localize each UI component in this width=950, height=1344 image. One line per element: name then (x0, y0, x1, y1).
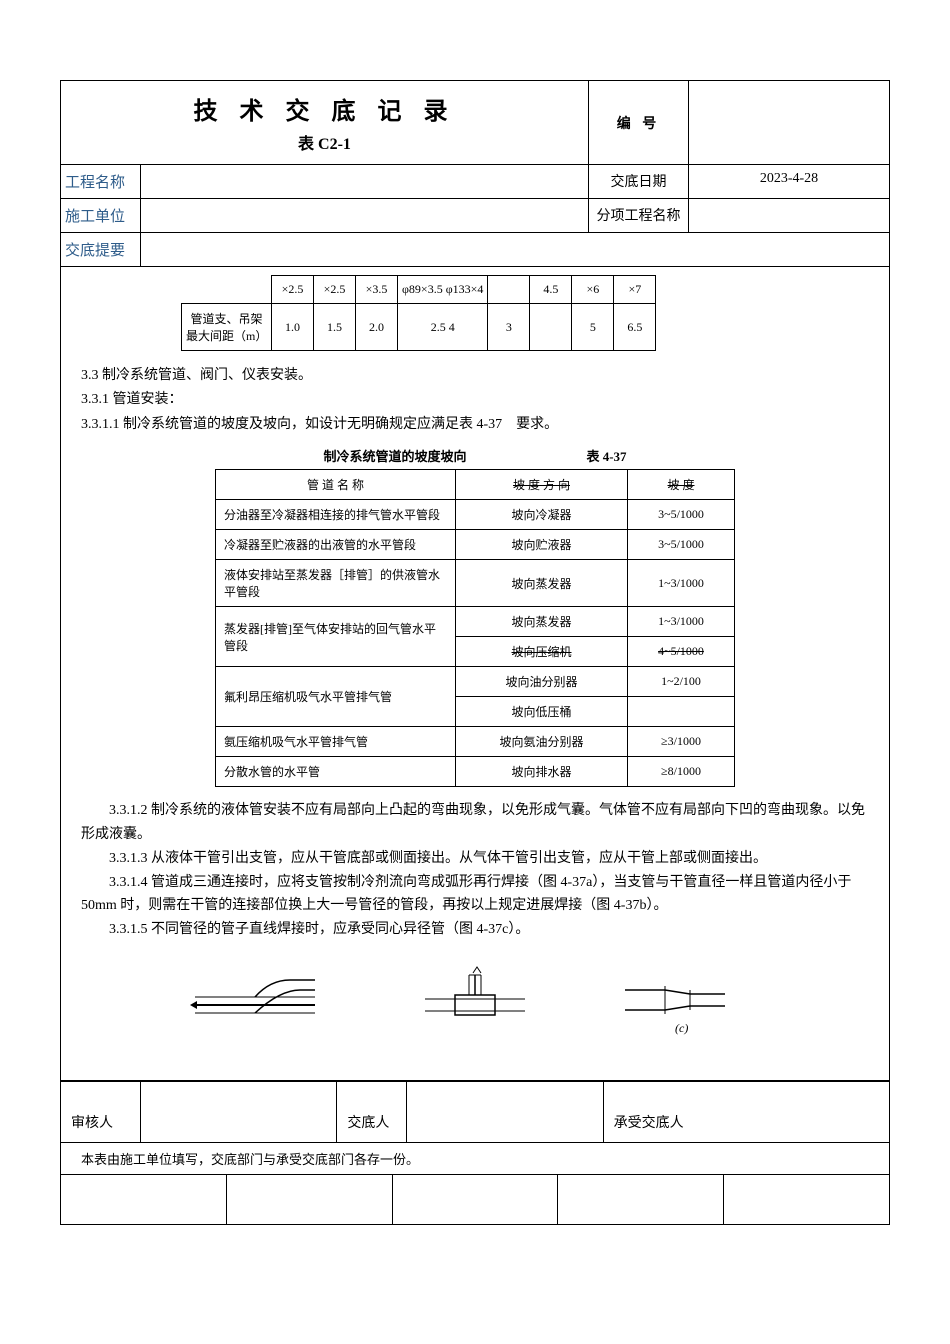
table-row: 管道支、吊架最大间距（m） 1.0 1.5 2.0 2.5 4 3 5 6.5 (182, 304, 656, 351)
construction-unit-value (141, 199, 589, 232)
table-cell: ×3.5 (356, 276, 398, 304)
table-cell: 1~2/100 (628, 667, 735, 697)
table-cell-text: 蒸发器[排管]至气体安排站的回气管水平管段 (224, 622, 436, 653)
table-cell: 1~3/1000 (628, 560, 735, 607)
table-cell: 2.0 (356, 304, 398, 351)
doc-subtitle: 表 C2-1 (71, 130, 578, 154)
table-cell: 坡向低压桶 (456, 697, 628, 727)
table-cell: 坡向蒸发器 (456, 560, 628, 607)
project-name-value (141, 165, 589, 198)
table-cell: ≥3/1000 (628, 727, 735, 757)
footer-note: 本表由施工单位填写，交底部门与承受交底部门各存一份。 (61, 1142, 889, 1174)
table-row: 管 道 名 称 坡 度 方 向 坡 度 (216, 470, 735, 500)
table-cell: 1~3/1000 (628, 607, 735, 637)
table-cell: ×6 (572, 276, 614, 304)
date-label: 交底日期 (589, 165, 689, 198)
empty-cell (558, 1175, 724, 1224)
table-cell (530, 304, 572, 351)
section-3-3: 3.3 制冷系统管道、阀门、仪表安装。 (81, 365, 869, 387)
subproject-label: 分项工程名称 (589, 199, 689, 232)
slope-table: 管 道 名 称 坡 度 方 向 坡 度 分油器至冷凝器相连接的排气管水平管段 坡… (215, 469, 735, 787)
table-cell: φ89×3.5 φ133×4 (398, 276, 488, 304)
table-cell: 3~5/1000 (628, 530, 735, 560)
table-cell: 5 (572, 304, 614, 351)
auditor-label: 审核人 (61, 1082, 141, 1142)
table-cell: 坡向冷凝器 (456, 500, 628, 530)
auditor-value (141, 1082, 337, 1142)
table-cell: 3~5/1000 (628, 500, 735, 530)
table-cell: 坡向排水器 (456, 757, 628, 787)
table-cell: 分油器至冷凝器相连接的排气管水平管段 (216, 500, 456, 530)
table-header: 坡 度 (628, 470, 735, 500)
empty-cell (724, 1175, 889, 1224)
table-cell: 1.5 (314, 304, 356, 351)
section-3-3-1-3: 3.3.1.3 从液体干管引出支管，应从干管底部或侧面接出。从气体干管引出支管，… (81, 847, 869, 871)
summary-value (141, 233, 889, 266)
table-row: 冷凝器至贮液器的出液管的水平管段 坡向贮液器 3~5/1000 (216, 530, 735, 560)
table-cell: 坡向贮液器 (456, 530, 628, 560)
section-3-3-1-5: 3.3.1.5 不同管径的管子直线焊接时，应承受同心异径管（图 4-37c）。 (81, 918, 869, 942)
slope-table-title: 制冷系统管道的坡度坡向 (323, 446, 466, 465)
table-cell: 坡向油分别器 (456, 667, 628, 697)
table-header: 坡 度 方 向 (456, 470, 628, 500)
table-cell: 坡向压缩机 (456, 637, 628, 667)
empty-cell (227, 1175, 393, 1224)
table-cell: 4~5/1000 (628, 637, 735, 667)
submitter-value (407, 1082, 603, 1142)
receiver-value (694, 1082, 889, 1142)
table-row: 氨压缩机吸气水平管排气管 坡向氨油分别器 ≥3/1000 (216, 727, 735, 757)
empty-cell (61, 1175, 227, 1224)
table-cell: ×7 (614, 276, 656, 304)
table-row: ×2.5 ×2.5 ×3.5 φ89×3.5 φ133×4 4.5 ×6 ×7 (182, 276, 656, 304)
table-cell: 液体安排站至蒸发器［排管］的供液管水平管段 (216, 560, 456, 607)
table-cell: 氨压缩机吸气水平管排气管 (216, 727, 456, 757)
table-cell (628, 697, 735, 727)
table-cell: 1.0 (272, 304, 314, 351)
table-cell: 坡向氨油分别器 (456, 727, 628, 757)
construction-unit-label: 施工单位 (61, 199, 141, 232)
table-row: 氟利昂压缩机吸气水平管排气管 坡向油分别器 1~2/100 (216, 667, 735, 697)
table-cell: 2.5 4 (398, 304, 488, 351)
section-3-3-1-1: 3.3.1.1 制冷系统管道的坡度及坡向，如设计无明确规定应满足表 4-37 要… (81, 414, 869, 436)
section-3-3-1: 3.3.1 管道安装： (81, 389, 869, 411)
svg-text:(c): (c) (675, 1021, 688, 1035)
table-cell: ×2.5 (314, 276, 356, 304)
section-3-3-1-2: 3.3.1.2 制冷系统的液体管安装不应有局部向上凸起的弯曲现象，以免形成气囊。… (81, 799, 869, 847)
section-3-3-1-4: 3.3.1.4 管道成三通连接时，应将支管按制冷剂流向弯成弧形再行焊接（图 4-… (81, 871, 869, 919)
pipe-spacing-table: ×2.5 ×2.5 ×3.5 φ89×3.5 φ133×4 4.5 ×6 ×7 … (181, 275, 656, 351)
serial-number-value (689, 81, 889, 164)
slope-table-number: 表 4-37 (586, 446, 626, 465)
table-cell: 4.5 (530, 276, 572, 304)
table-cell: ×2.5 (272, 276, 314, 304)
doc-title: 技 术 交 底 记 录 (71, 91, 578, 126)
summary-label: 交底提要 (61, 233, 141, 266)
table-cell: 分散水管的水平管 (216, 757, 456, 787)
pipe-diagram: (c) (175, 960, 775, 1050)
table-row: 液体安排站至蒸发器［排管］的供液管水平管段 坡向蒸发器 1~3/1000 (216, 560, 735, 607)
table-cell: 管道支、吊架最大间距（m） (182, 304, 272, 351)
table-cell: 氟利昂压缩机吸气水平管排气管 (216, 667, 456, 727)
table-cell: 6.5 (614, 304, 656, 351)
serial-number-label: 编 号 (589, 81, 689, 164)
receiver-label: 承受交底人 (604, 1082, 694, 1142)
table-cell: 冷凝器至贮液器的出液管的水平管段 (216, 530, 456, 560)
table-row: 分散水管的水平管 坡向排水器 ≥8/1000 (216, 757, 735, 787)
project-name-label: 工程名称 (61, 165, 141, 198)
table-cell: 坡向蒸发器 (456, 607, 628, 637)
empty-cell (393, 1175, 559, 1224)
table-cell: 3 (488, 304, 530, 351)
subproject-value (689, 199, 889, 232)
table-cell (488, 276, 530, 304)
date-value: 2023-4-28 (689, 165, 889, 198)
table-cell: ≥8/1000 (628, 757, 735, 787)
submitter-label: 交底人 (337, 1082, 407, 1142)
table-row: 分油器至冷凝器相连接的排气管水平管段 坡向冷凝器 3~5/1000 (216, 500, 735, 530)
table-row: 蒸发器[排管]至气体安排站的回气管水平管段 坡向蒸发器 1~3/1000 (216, 607, 735, 637)
table-header: 管 道 名 称 (216, 470, 456, 500)
